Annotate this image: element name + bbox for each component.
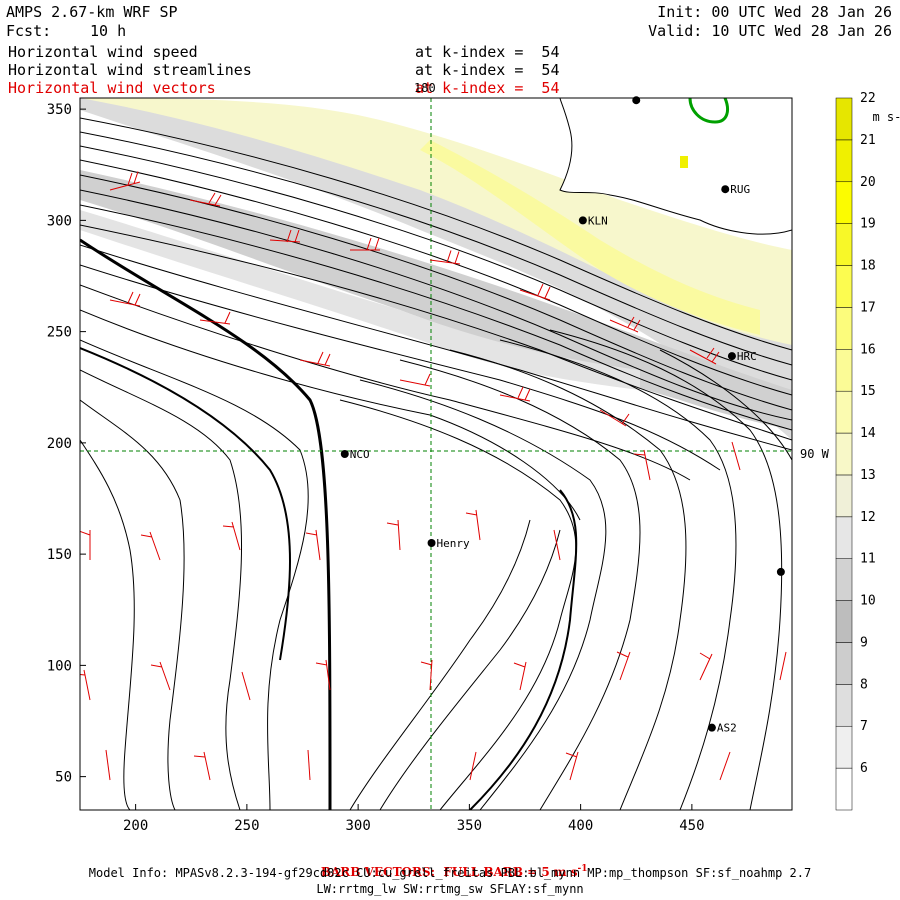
x-tick-label: 400 xyxy=(568,818,593,834)
model-info: Model Info: MPASv8.2.3-194-gf29cd82c CU:… xyxy=(88,866,812,880)
model-info-line2: LW:rrtmg_lw SW:rrtmg_sw SFLAY:sf_mynn xyxy=(316,882,584,896)
colorbar-segment xyxy=(835,725,853,769)
station-label: AS2 xyxy=(717,722,737,735)
station-marker xyxy=(707,723,716,732)
colorbar-segment xyxy=(835,181,853,224)
station-label: KLN xyxy=(588,214,608,227)
colorbar-label: 17 xyxy=(860,300,876,315)
barb-legend-text: BARB VECTORS: FULL BARB = 5 m s xyxy=(320,865,578,879)
colorbar-segment xyxy=(835,474,853,518)
field-name-vectors: Horizontal wind vectors xyxy=(8,79,216,97)
grid-line-label: 180 xyxy=(414,81,436,95)
colorbar-label: 20 xyxy=(860,175,876,190)
colorbar-label: 11 xyxy=(860,552,876,567)
colorbar-label: 22 xyxy=(860,91,876,106)
x-tick-label: 450 xyxy=(679,818,704,834)
colorbar-label: 15 xyxy=(860,384,876,399)
colorbar-unit-text: m s-1 xyxy=(872,110,900,124)
barb-legend-exponent: -1 xyxy=(577,864,588,874)
colorbar-segment xyxy=(835,139,853,183)
field-name-streamlines: Horizontal wind streamlines xyxy=(8,61,252,79)
field-level-vectors: at k-index = 54 xyxy=(415,79,560,97)
valid-time: Valid: 10 UTC Wed 28 Jan 26 xyxy=(648,22,892,40)
x-tick-label: 300 xyxy=(345,818,370,834)
colorbar-segment xyxy=(835,684,853,727)
colorbar-label: 16 xyxy=(860,342,876,357)
y-tick-label: 250 xyxy=(47,325,72,341)
field-name-speed: Horizontal wind speed xyxy=(8,43,198,61)
field-level-speed: at k-index = 54 xyxy=(415,43,560,61)
y-tick-label: 200 xyxy=(47,436,72,452)
colorbar-label: 19 xyxy=(860,217,876,232)
y-tick-label: 50 xyxy=(55,770,72,786)
y-tick-label: 100 xyxy=(47,658,72,674)
y-tick-label: 350 xyxy=(47,102,72,118)
y-tick-label: 150 xyxy=(47,547,72,563)
colorbar-segment xyxy=(835,390,853,434)
colorbar-label: 13 xyxy=(860,468,876,483)
station-marker xyxy=(721,185,730,194)
barb-legend: BARB VECTORS: FULL BARB = 5 m s-1 xyxy=(0,850,900,879)
colorbar-segment xyxy=(835,349,853,392)
colorbar-segment xyxy=(835,97,853,141)
station-marker xyxy=(776,567,785,576)
x-tick-label: 250 xyxy=(234,818,259,834)
field-level-streamlines: at k-index = 54 xyxy=(415,61,560,79)
station-label: HRC xyxy=(737,350,757,363)
init-time: Init: 00 UTC Wed 28 Jan 26 xyxy=(657,3,892,21)
fcst-label: Fcst: xyxy=(6,22,52,40)
grid-line-label: 90 W xyxy=(800,447,830,461)
station-marker xyxy=(727,352,736,361)
colorbar-segment xyxy=(835,642,853,685)
colorbar-segment xyxy=(835,600,853,643)
colorbar-segment xyxy=(835,432,853,476)
x-tick-label: 350 xyxy=(457,818,482,834)
colorbar-label: 18 xyxy=(860,259,876,274)
station-marker xyxy=(632,96,641,105)
colorbar-unit: m s-1 xyxy=(858,92,900,126)
colorbar-label: 10 xyxy=(860,594,876,609)
x-tick-label: 200 xyxy=(123,818,148,834)
station-label: NCO xyxy=(350,448,370,461)
colorbar-segment xyxy=(835,516,853,559)
station-label: Henry xyxy=(437,537,470,550)
colorbar-label: 8 xyxy=(860,677,868,692)
y-tick-label: 300 xyxy=(47,213,72,229)
colorbar-label: 6 xyxy=(860,761,868,776)
colorbar-segment xyxy=(835,223,853,266)
model-title: AMPS 2.67-km WRF SP xyxy=(6,3,178,21)
station-marker xyxy=(340,450,349,458)
station-label: RUG xyxy=(730,183,750,196)
colorbar-label: 12 xyxy=(860,510,876,525)
colorbar-label: 14 xyxy=(860,426,876,441)
colorbar-label: 7 xyxy=(860,719,868,734)
colorbar-segment xyxy=(835,558,853,601)
colorbar-segment xyxy=(835,767,853,811)
fcst-value: 10 h xyxy=(90,22,127,40)
colorbar-segment xyxy=(835,307,853,350)
colorbar-label: 21 xyxy=(860,133,876,148)
station-marker xyxy=(578,216,587,225)
colorbar-segment xyxy=(835,265,853,308)
station-marker xyxy=(427,539,436,547)
colorbar-label: 9 xyxy=(860,635,868,650)
